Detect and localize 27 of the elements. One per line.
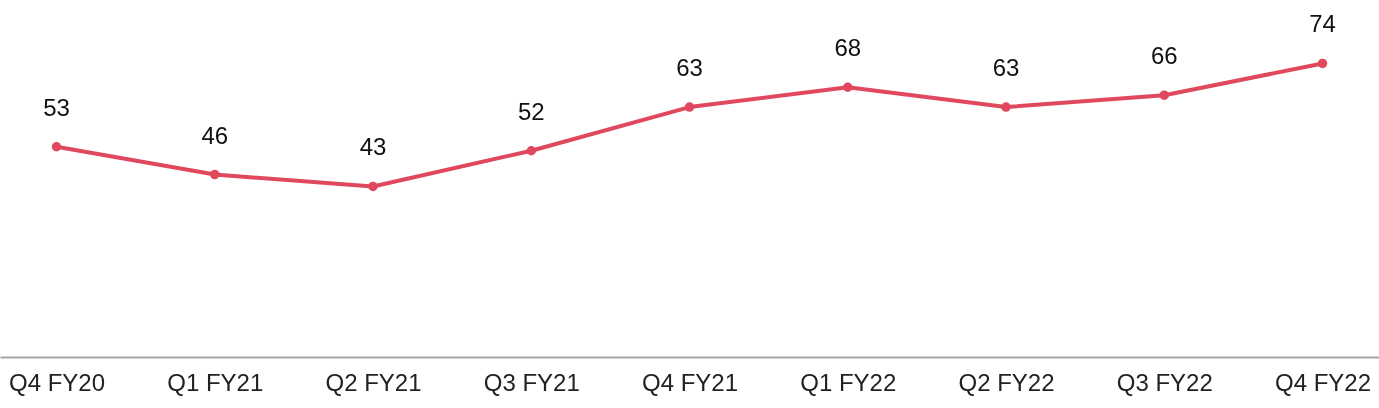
x-tick-label: Q1 FY21 bbox=[167, 368, 264, 396]
point bbox=[1317, 58, 1328, 69]
x-tick-label: Q3 FY21 bbox=[483, 368, 580, 396]
data-label: 63 bbox=[992, 54, 1020, 82]
point bbox=[526, 146, 536, 156]
data-label: 52 bbox=[517, 97, 545, 125]
x-tick-label: Q2 FY22 bbox=[958, 368, 1055, 396]
x-tick-label: Q3 FY22 bbox=[1116, 368, 1213, 396]
point bbox=[1159, 90, 1169, 100]
x-tick-label: Q4 FY21 bbox=[641, 368, 739, 396]
data-label: 74 bbox=[1309, 10, 1336, 38]
data-label: 68 bbox=[834, 34, 862, 62]
x-tick-label: Q2 FY21 bbox=[325, 368, 422, 396]
data-label: 53 bbox=[43, 93, 70, 121]
x-tick-label: Q4 FY22 bbox=[1274, 368, 1372, 396]
point bbox=[843, 82, 853, 92]
point bbox=[210, 169, 220, 180]
x-tick-label: Q1 FY22 bbox=[800, 368, 897, 396]
data-label: 46 bbox=[201, 121, 229, 149]
data-label: 43 bbox=[359, 133, 387, 161]
point bbox=[51, 142, 62, 152]
data-label: 63 bbox=[676, 54, 703, 82]
x-tick-label: Q4 FY20 bbox=[8, 368, 106, 396]
point bbox=[684, 102, 695, 112]
point bbox=[1001, 102, 1011, 112]
data-label: 66 bbox=[1150, 42, 1178, 70]
point bbox=[368, 181, 378, 192]
